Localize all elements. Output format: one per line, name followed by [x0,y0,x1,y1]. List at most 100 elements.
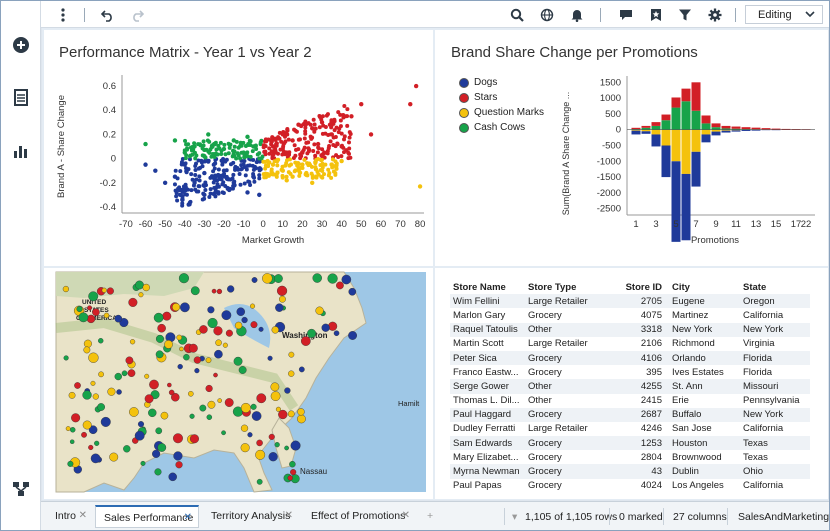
column-header[interactable]: Store Name [453,281,506,293]
table-row[interactable]: Marlon Gary Grocery 4075 Martinez California [450,308,810,323]
legend-item[interactable]: Question Marks [459,107,544,118]
status-source[interactable]: SalesAndMarketing [738,511,830,523]
table-row[interactable]: Raquel Tatoulis Other 3318 New York New York [450,322,810,337]
store-map[interactable]: UNITEDSTATESOF AMERICAWashingtonHamiltNa… [44,268,433,499]
bar-segment [721,128,731,130]
more-vertical-icon[interactable] [53,5,73,25]
bar-segment [671,97,681,108]
table-cell: 4255 [640,380,662,392]
scatter-point [308,162,313,167]
x-tick-label: 7 [693,219,698,230]
filter-icon[interactable] [675,5,695,25]
search-icon[interactable] [507,5,527,25]
redo-icon[interactable] [127,5,147,25]
table-row[interactable]: Thomas L. Dil... Other 2415 Erie Pennsylvani… [450,393,810,408]
store-marker [315,306,324,315]
table-row[interactable]: Myrna Newman Grocery 43 Dublin Ohio [450,464,810,479]
table-row[interactable]: Mary Elizabet... Grocery 2804 Brownwood Texa… [450,450,810,465]
scatter-point [200,164,205,169]
add-tab-icon[interactable]: + [427,510,434,522]
scatter-point [227,145,232,150]
bell-icon[interactable] [567,5,587,25]
mode-select[interactable]: Editing [745,5,823,24]
gear-icon[interactable] [705,5,725,25]
comment-icon[interactable] [616,5,636,25]
table-cell: 1253 [640,437,662,449]
scatter-point [284,174,289,179]
tab-sales-performance[interactable]: Sales Performance ✕ [95,505,199,528]
bookmark-icon[interactable] [646,5,666,25]
column-header[interactable]: Store Type [528,281,577,293]
column-header[interactable]: State [743,281,767,293]
globe-icon[interactable] [537,5,557,25]
close-icon[interactable]: ✕ [183,512,192,523]
store-marker [262,273,273,284]
chevron-down-icon[interactable]: ▾ [512,511,518,523]
bar-chart-icon[interactable] [11,141,31,161]
store-marker [240,402,251,413]
bar-segment [631,127,641,130]
document-icon[interactable] [11,87,31,107]
close-icon[interactable]: ✕ [284,510,293,521]
scatter-point [192,141,197,146]
bar-segment [701,134,711,143]
store-marker [121,370,128,377]
table-row[interactable]: Peter Sica Grocery 4106 Orlando Florida [450,350,810,366]
x-tick-label: 40 [336,219,347,230]
scatter-point [251,157,256,162]
table-row[interactable]: Wim Fellini Large Retailer 2705 Eugene Orego… [450,294,810,309]
scatter-point [245,134,250,140]
bar-segment [651,134,661,147]
table-row[interactable]: Dudley Ferratti Large Retailer 4246 San Jos… [450,421,810,437]
table-row[interactable]: Serge Gower Other 4255 St. Ann Missouri [450,379,810,394]
store-marker [142,283,150,292]
undo-icon[interactable] [98,5,118,25]
table-cell: Grocery [528,309,562,321]
store-marker [62,285,70,293]
table-row[interactable]: Martin Scott Large Retailer 2106 Richmond Vi… [450,336,810,351]
legend-item[interactable]: Dogs [459,77,497,88]
store-marker [127,369,136,378]
table-cell: Houston [672,437,708,449]
column-header[interactable]: Store ID [625,281,662,293]
close-icon[interactable]: ✕ [401,510,410,521]
tab-effect-of-promotions[interactable]: Effect of Promotions ✕ [303,505,416,528]
tab-label: Sales Performance [104,512,194,524]
store-marker [289,460,296,468]
store-marker [129,339,136,345]
scatter-point [289,162,294,167]
table-row[interactable]: Paul Papas Grocery 4024 Los Angeles Californ… [450,478,810,493]
scatter-point [339,144,344,149]
column-header[interactable]: City [672,281,690,293]
table-row[interactable]: Sam Edwards Grocery 1253 Houston Texas [450,436,810,451]
legend-item[interactable]: Stars [459,92,497,103]
close-icon[interactable]: ✕ [78,510,87,521]
toolbar-divider [735,8,736,22]
bar-segment [681,173,691,241]
scatter-point [297,173,302,178]
scatter-point [207,195,212,200]
store-marker [177,363,183,370]
scatter-point [212,161,217,166]
scatter-point [292,169,297,174]
legend-item[interactable]: Cash Cows [459,122,525,133]
x-tick-label: 15 [771,219,782,230]
scatter-point [237,172,242,177]
tab-intro[interactable]: Intro ✕ [47,505,93,528]
scatter-point [183,138,188,143]
table-row[interactable]: Franco Eastw... Grocery 395 Ives Estates Flo… [450,365,810,380]
store-marker [188,343,198,353]
table-row[interactable]: Paul Haggard Grocery 2687 Buffalo New York [450,407,810,422]
store-marker [279,295,286,303]
flow-icon[interactable] [11,479,31,499]
add-icon[interactable] [11,35,31,55]
scatter-plot[interactable]: -70 -60 -50 -40 -30 -20 -10 0 10 20 30 40 50 60 70 80 0.… [44,30,433,266]
map-label: Hamilt [398,399,420,408]
store-marker [275,303,284,312]
x-tick-label: 60 [376,219,387,230]
tab-territory-analysis[interactable]: Territory Analysis ✕ [203,505,299,528]
bar-segment [711,129,721,132]
scatter-point [319,120,325,125]
y-tick-label: -0.4 [100,202,116,213]
